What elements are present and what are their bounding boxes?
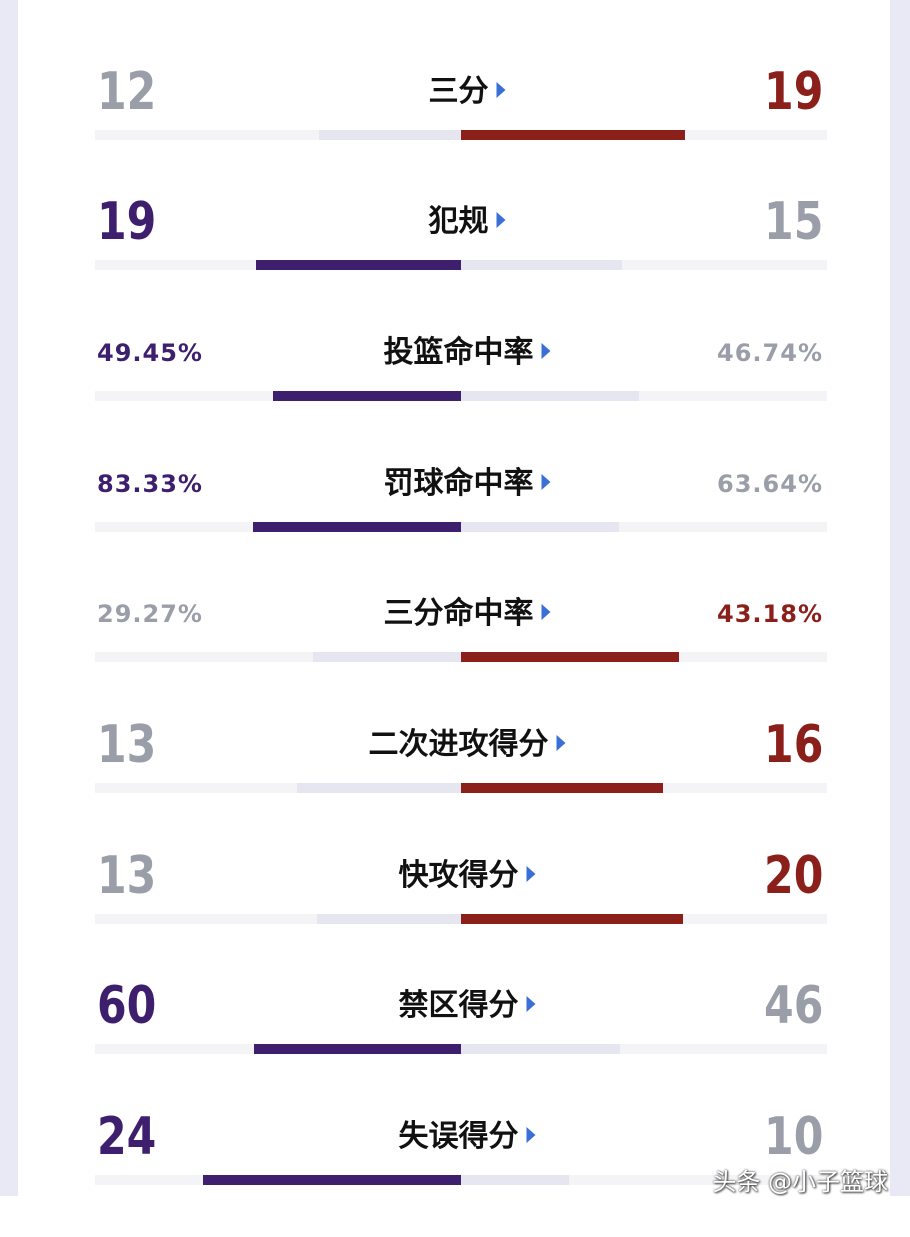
left-bar — [316, 914, 461, 924]
stat-name: 二次进攻得分 — [368, 727, 549, 762]
right-bar — [461, 1175, 569, 1185]
right-bar — [461, 783, 663, 793]
right-bar — [461, 130, 686, 140]
left-value: 29.27% — [97, 600, 203, 628]
stat-row[interactable]: 24 失误得分 10 — [0, 1107, 910, 1237]
arrow-right-icon — [541, 473, 551, 490]
stat-name: 失误得分 — [398, 1119, 519, 1154]
left-value: 49.45% — [97, 339, 203, 367]
stat-name: 投篮命中率 — [383, 335, 534, 370]
comparison-bar — [95, 1044, 827, 1054]
right-value: 16 — [763, 715, 823, 775]
right-value: 63.64% — [717, 470, 823, 498]
watermark: 头条 @小子篮球 — [712, 1168, 888, 1196]
right-bar — [461, 1044, 620, 1054]
stat-label[interactable]: 三分 — [429, 62, 506, 122]
left-value: 13 — [97, 846, 157, 906]
stat-row[interactable]: 13 快攻得分 20 — [0, 846, 910, 976]
stat-name: 三分 — [428, 74, 489, 109]
comparison-bar — [95, 1175, 827, 1185]
left-edge — [0, 0, 18, 1196]
arrow-right-icon — [496, 211, 506, 228]
comparison-bar — [95, 130, 827, 140]
left-bar — [202, 1175, 461, 1185]
left-bar — [319, 130, 461, 140]
stat-row[interactable]: 83.33% 罚球命中率 63.64% — [0, 454, 910, 584]
left-value: 13 — [97, 715, 157, 775]
left-value: 24 — [97, 1107, 157, 1167]
stat-label[interactable]: 失误得分 — [399, 1107, 536, 1167]
stat-name: 犯规 — [428, 204, 489, 239]
right-value: 46.74% — [717, 339, 823, 367]
stat-label[interactable]: 罚球命中率 — [384, 454, 551, 514]
arrow-right-icon — [526, 995, 536, 1012]
right-value: 46 — [763, 976, 823, 1036]
arrow-right-icon — [556, 734, 566, 751]
comparison-bar — [95, 260, 827, 270]
comparison-bar — [95, 522, 827, 532]
stat-label[interactable]: 投篮命中率 — [384, 323, 551, 383]
right-edge — [890, 0, 910, 1196]
left-value: 19 — [97, 192, 157, 252]
left-bar — [272, 391, 461, 401]
arrow-right-icon — [526, 865, 536, 882]
stat-name: 禁区得分 — [398, 988, 519, 1023]
right-bar — [461, 914, 683, 924]
stat-row[interactable]: 49.45% 投篮命中率 46.74% — [0, 323, 910, 453]
stat-name: 罚球命中率 — [383, 466, 534, 501]
arrow-right-icon — [496, 81, 506, 98]
right-bar — [461, 652, 680, 662]
right-value: 20 — [763, 846, 823, 906]
right-value: 10 — [763, 1107, 823, 1167]
right-bar — [461, 260, 623, 270]
left-bar — [296, 783, 461, 793]
stat-row[interactable]: 60 禁区得分 46 — [0, 976, 910, 1106]
left-bar — [313, 652, 461, 662]
stat-row[interactable]: 12 三分 19 — [0, 62, 910, 192]
comparison-bar — [95, 652, 827, 662]
right-value: 15 — [763, 192, 823, 252]
arrow-right-icon — [541, 342, 551, 359]
comparison-bar — [95, 783, 827, 793]
stat-name: 三分命中率 — [383, 596, 534, 631]
left-bar — [256, 260, 461, 270]
right-bar — [461, 522, 620, 532]
comparison-bar — [95, 391, 827, 401]
left-bar — [253, 1044, 461, 1054]
stat-label[interactable]: 犯规 — [429, 192, 506, 252]
stat-row[interactable]: 19 犯规 15 — [0, 192, 910, 322]
stat-label[interactable]: 快攻得分 — [399, 846, 536, 906]
left-value: 83.33% — [97, 470, 203, 498]
stat-label[interactable]: 三分命中率 — [384, 584, 551, 644]
left-bar — [253, 522, 461, 532]
left-value: 60 — [97, 976, 157, 1036]
right-value: 43.18% — [717, 600, 823, 628]
arrow-right-icon — [541, 603, 551, 620]
stat-name: 快攻得分 — [398, 858, 519, 893]
comparison-bar — [95, 914, 827, 924]
left-value: 12 — [97, 62, 157, 122]
arrow-right-icon — [526, 1126, 536, 1143]
stat-label[interactable]: 禁区得分 — [399, 976, 536, 1036]
right-bar — [461, 391, 639, 401]
stat-row[interactable]: 13 二次进攻得分 16 — [0, 715, 910, 845]
right-value: 19 — [763, 62, 823, 122]
stat-label[interactable]: 二次进攻得分 — [369, 715, 566, 775]
stat-row[interactable]: 29.27% 三分命中率 43.18% — [0, 584, 910, 714]
